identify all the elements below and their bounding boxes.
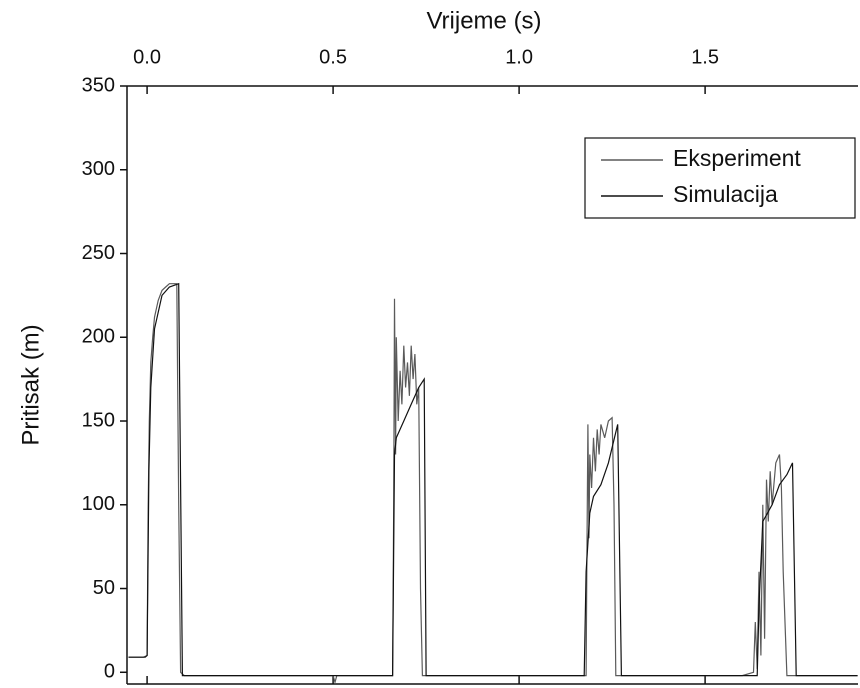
x-tick-label: 1.0 (505, 46, 533, 68)
x-tick-label: 0.0 (133, 46, 161, 68)
y-tick-label: 350 (82, 74, 115, 96)
x-tick-label: 0.5 (319, 46, 347, 68)
y-tick-label: 200 (82, 326, 115, 348)
y-tick-label: 250 (82, 242, 115, 264)
legend-text: Simulacija (673, 181, 778, 207)
y-axis-title: Pritisak (m) (17, 324, 44, 445)
y-tick-label: 300 (82, 158, 115, 180)
y-tick-label: 150 (82, 409, 115, 431)
series-line (128, 282, 858, 677)
y-tick-label: 50 (93, 577, 115, 599)
y-tick-label: 100 (82, 493, 115, 515)
x-axis-title: Vrijeme (s) (426, 7, 541, 34)
series-line (128, 283, 858, 685)
y-tick-label: 0 (104, 661, 115, 683)
legend-text: Eksperiment (673, 145, 801, 171)
x-tick-label: 1.5 (691, 46, 719, 68)
legend-box (584, 137, 856, 219)
